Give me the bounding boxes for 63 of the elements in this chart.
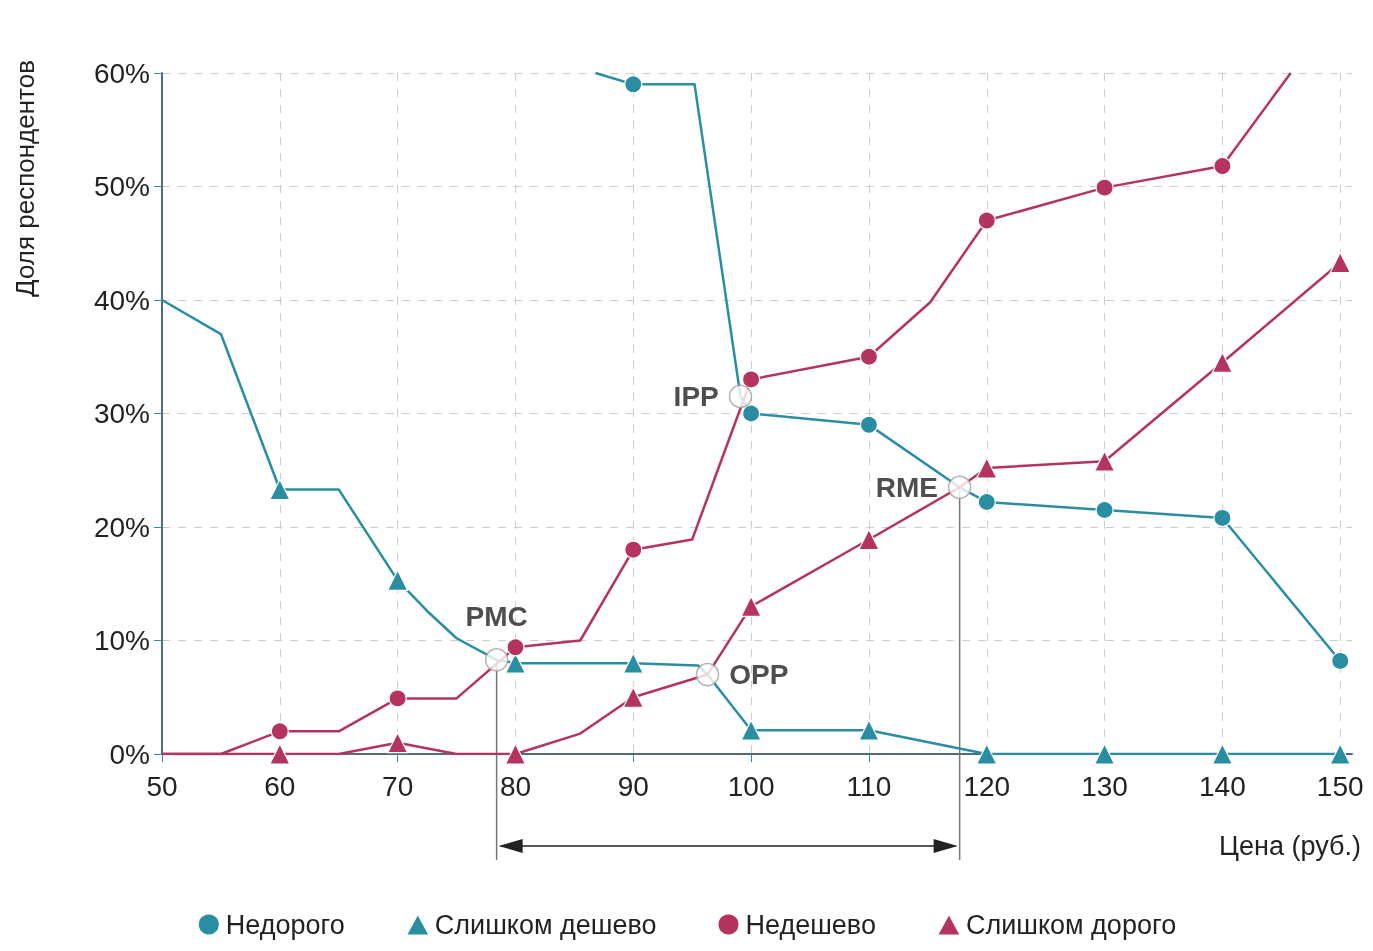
- point: [1211, 743, 1233, 765]
- point: [1331, 651, 1350, 671]
- y-tick-label: 30%: [93, 398, 150, 429]
- x-tick-label: 90: [617, 770, 649, 802]
- x-tick-label: 50: [146, 770, 178, 802]
- point: [859, 415, 879, 434]
- legend-label: Недорого: [225, 909, 345, 940]
- y-axis-title: Доля респондентов: [10, 60, 40, 297]
- x-tick-label: 130: [1081, 770, 1128, 802]
- x-tick-label: 80: [499, 770, 532, 802]
- x-tick-label: 120: [963, 770, 1011, 802]
- point: [977, 211, 996, 230]
- point: [1093, 743, 1116, 765]
- point: [742, 404, 761, 423]
- y-tick-label: 0%: [109, 738, 150, 770]
- annotation: IPP: [673, 380, 719, 412]
- point: [1213, 156, 1232, 176]
- annotation: PMC: [465, 600, 528, 632]
- x-tick-label: 70: [382, 770, 414, 802]
- x-tick-label: 60: [264, 770, 296, 802]
- y-tick-label: 10%: [93, 625, 150, 656]
- point: [742, 370, 761, 389]
- point: [976, 457, 998, 479]
- legend-label: Слишком дорого: [965, 909, 1177, 940]
- point: [622, 652, 644, 674]
- annotation: OPP: [729, 659, 789, 691]
- point: [1095, 500, 1114, 520]
- point: [388, 689, 407, 708]
- y-tick-label: 40%: [93, 284, 150, 316]
- point: [1329, 251, 1351, 274]
- point: [504, 743, 527, 765]
- point: [1329, 743, 1351, 765]
- point: [624, 540, 643, 559]
- point: [1095, 178, 1114, 197]
- x-tick-label: 150: [1316, 770, 1364, 802]
- point: [858, 528, 880, 551]
- point: [622, 686, 644, 708]
- point: [740, 595, 762, 618]
- legend-label: Недешево: [745, 909, 876, 940]
- point: [976, 743, 998, 765]
- point: [270, 722, 289, 741]
- x-tick-label: 110: [846, 770, 892, 802]
- point: [506, 638, 525, 657]
- point: [387, 569, 409, 591]
- point: [1093, 450, 1116, 472]
- point: [269, 478, 291, 501]
- point: [1211, 351, 1233, 374]
- x-axis-title: Цена (руб.): [1219, 830, 1362, 861]
- annotation: RME: [875, 471, 938, 503]
- point: [977, 492, 996, 512]
- x-tick-label: 140: [1199, 770, 1246, 802]
- point: [269, 743, 291, 765]
- point: [1213, 508, 1232, 528]
- y-tick-label: 20%: [93, 511, 150, 543]
- point: [387, 732, 409, 754]
- point: [624, 75, 643, 94]
- point: [858, 719, 880, 741]
- y-tick-label: 50%: [93, 171, 150, 202]
- point: [859, 347, 879, 366]
- legend-label: Слишком дешево: [434, 909, 657, 940]
- x-tick-label: 100: [727, 770, 775, 802]
- point: [740, 719, 762, 741]
- y-tick-label: 60%: [93, 57, 150, 89]
